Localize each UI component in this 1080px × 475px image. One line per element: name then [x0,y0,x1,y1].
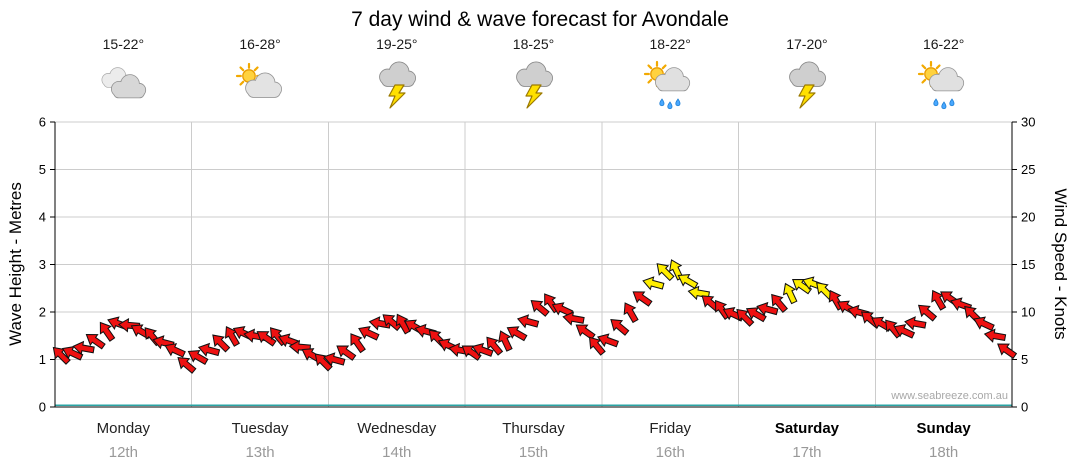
right-tick-label: 5 [1021,352,1028,367]
wind-arrow [72,340,95,356]
left-tick-label: 0 [39,400,46,415]
right-tick-label: 25 [1021,162,1035,177]
page-title: 7 day wind & wave forecast for Avondale [351,8,729,31]
left-tick-label: 3 [39,257,46,272]
wind-arrow [997,343,1018,360]
wind-arrow [506,326,528,342]
wind-arrow [917,304,938,322]
right-tick-label: 30 [1021,115,1035,130]
wind-arrow [197,342,221,357]
wind-arrow [471,342,494,357]
wind-arrow [164,343,186,358]
wind-arrow [187,349,209,365]
wind-arrow [656,263,675,282]
wind-arrow [256,331,277,347]
wind-arrow [395,313,411,335]
watermark-text: www.seabreeze.com.au [890,390,1008,402]
wind-arrow [382,314,402,332]
wind-arrow [610,319,630,336]
left-tick-label: 1 [39,352,46,367]
wind-arrow [516,314,540,329]
wind-arrow [597,333,619,348]
wind-arrow [893,324,916,339]
wind-arrow [323,352,346,367]
right-axis-label: Wind Speed - Knots [1051,188,1070,340]
wind-arrow [588,336,606,356]
left-tick-label: 5 [39,162,46,177]
left-tick-label: 4 [39,210,46,225]
wind-arrow [486,336,504,356]
right-tick-label: 15 [1021,257,1035,272]
wind-arrow [782,282,798,305]
wind-arrow [336,345,357,361]
wind-arrow [212,334,231,353]
wind-arrow [530,300,550,317]
wind-arrow [575,324,596,341]
wind-arrow [745,307,767,323]
right-tick-label: 10 [1021,305,1035,320]
wind-arrow [642,276,665,291]
wind-arrow [632,291,653,307]
wind-arrow [177,357,197,374]
wind-arrow [350,333,366,354]
left-axis-label: Wave Height - Metres [6,182,25,346]
wind-arrow [983,328,1007,343]
wind-arrow [973,316,995,332]
wind-arrow [358,326,380,341]
left-tick-label: 2 [39,305,46,320]
right-tick-label: 20 [1021,210,1035,225]
wind-arrow [498,330,513,352]
right-tick-label: 0 [1021,400,1028,415]
wind-arrow [623,302,639,324]
wind-arrow [677,273,699,289]
wind-arrow [85,334,106,350]
wind-arrow [562,311,585,326]
wind-arrow [885,319,902,339]
wind-arrow [99,321,116,342]
wind-arrow [756,301,779,316]
wind-arrow [771,293,788,314]
wind-arrow [368,316,391,331]
left-tick-label: 6 [39,115,46,130]
wind-arrow [904,316,927,331]
wind-arrow [736,308,755,327]
